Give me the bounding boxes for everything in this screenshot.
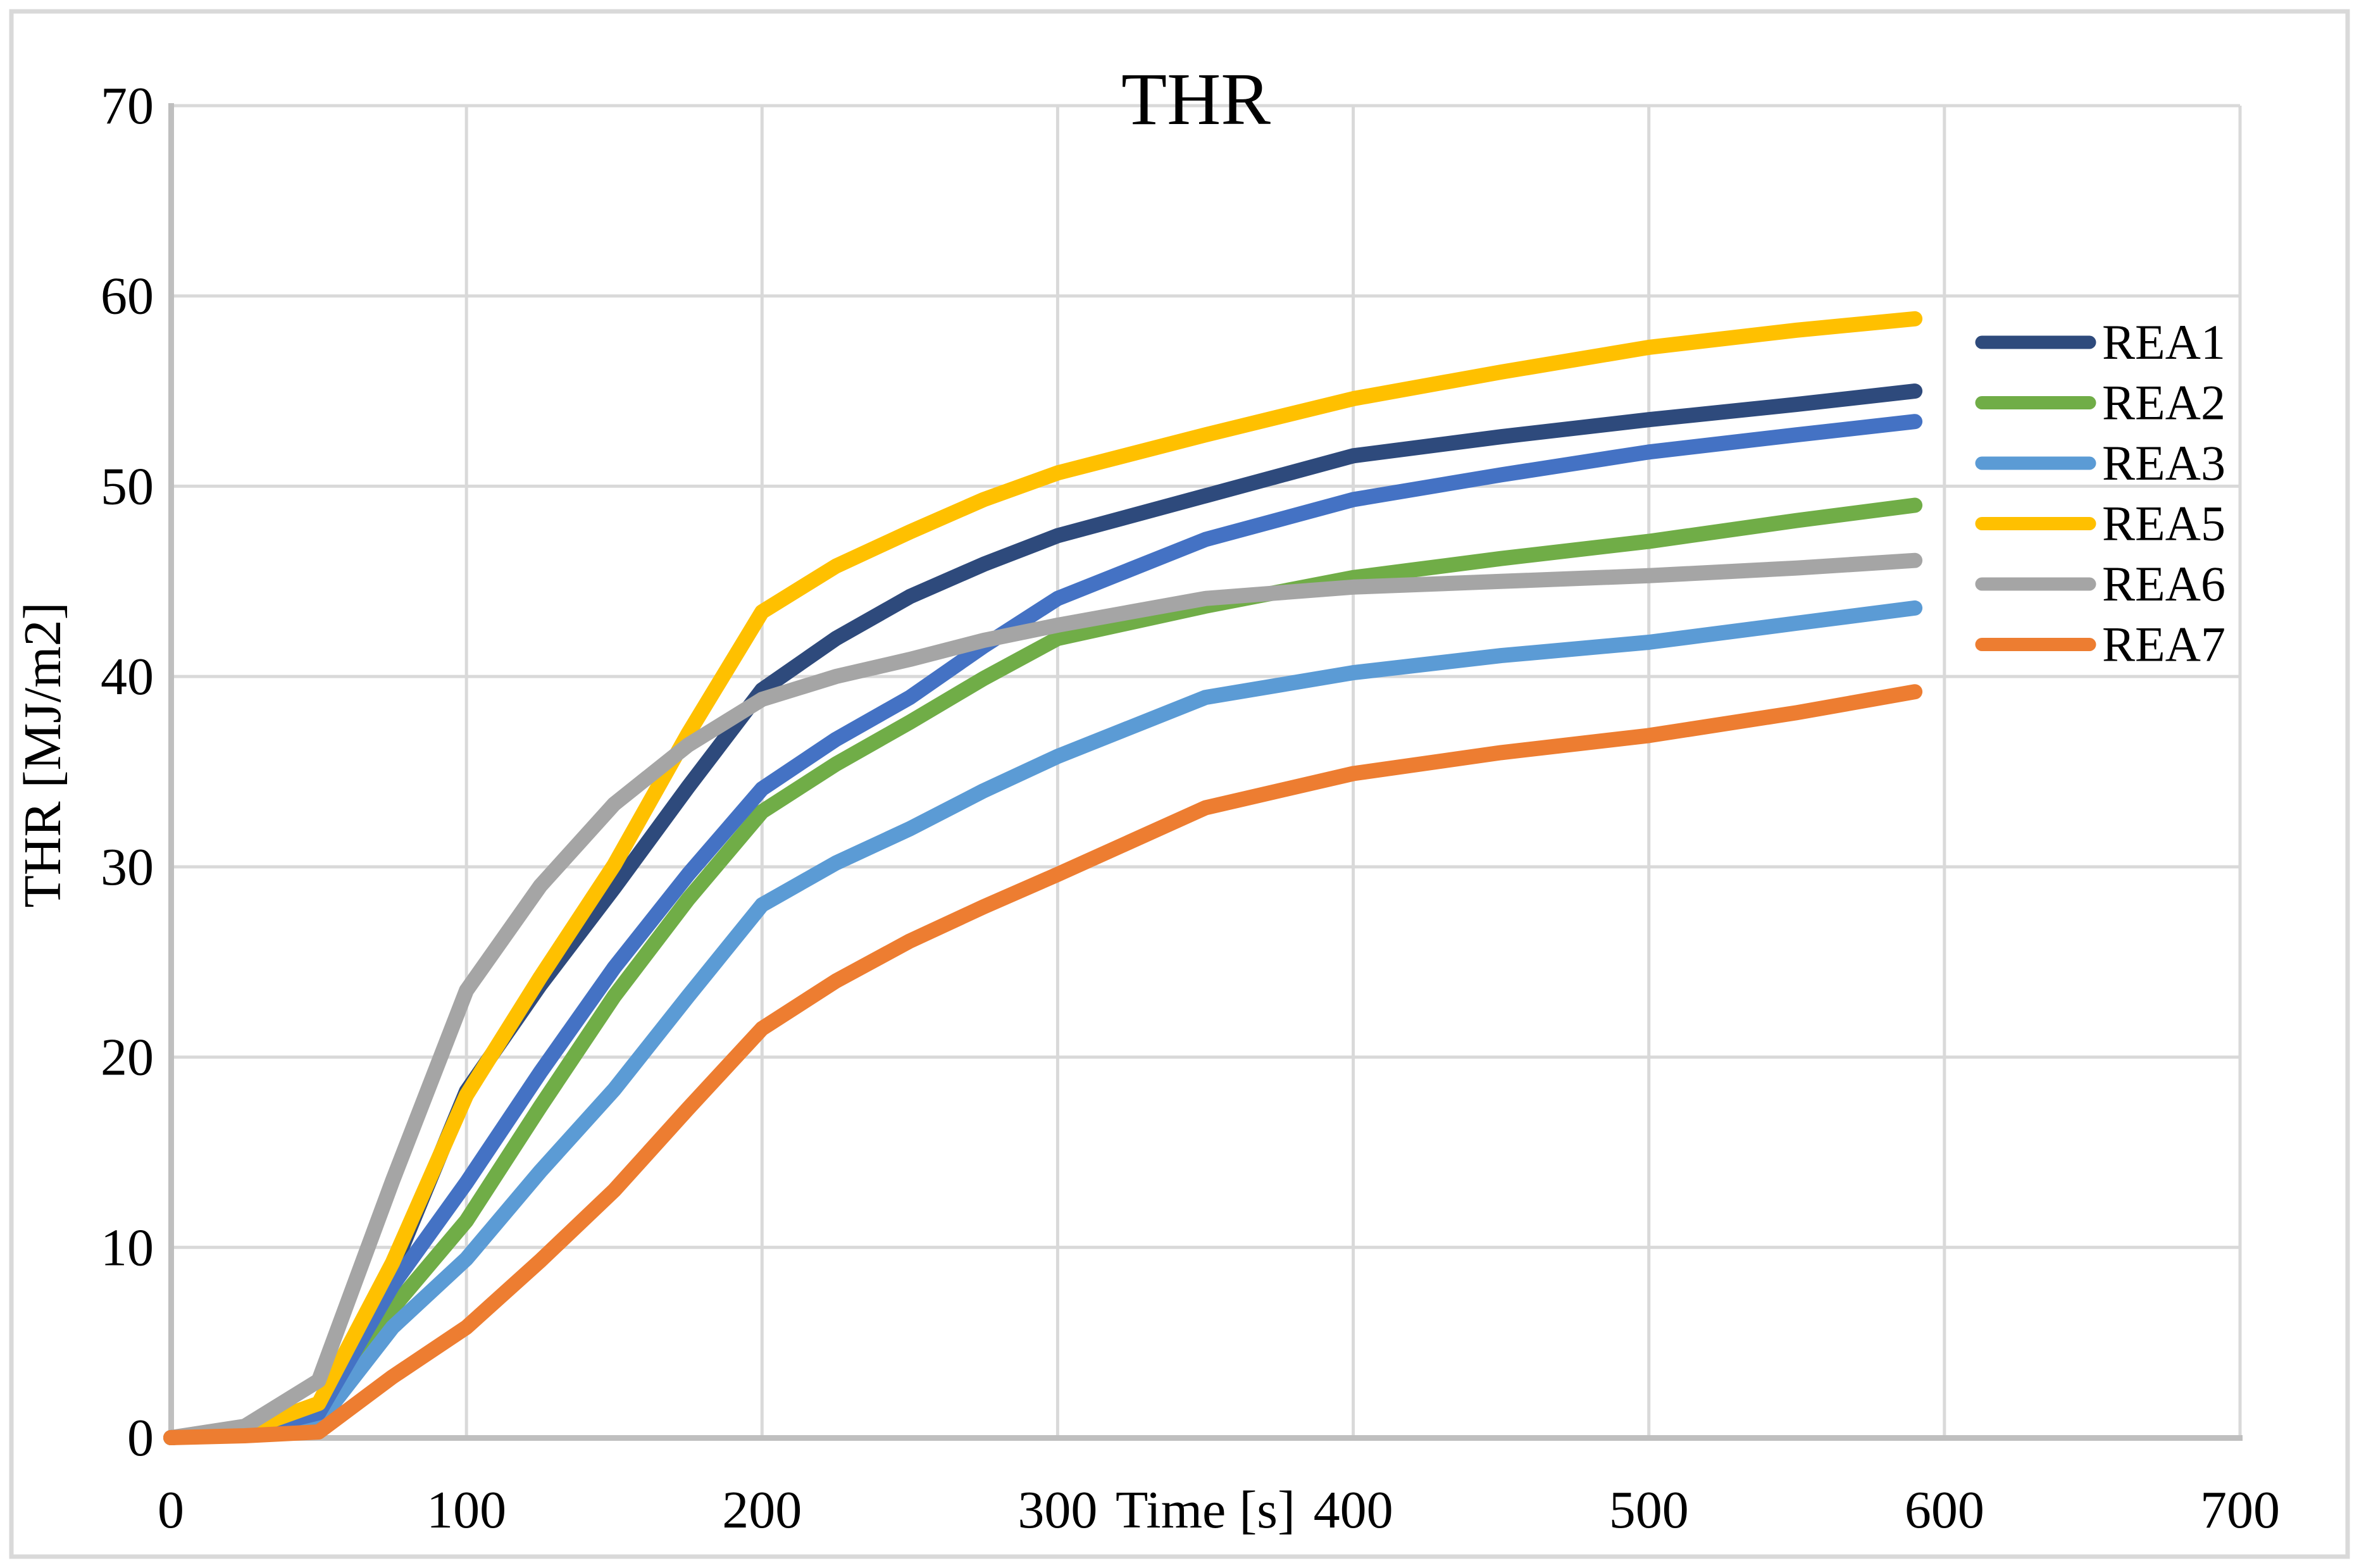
legend-label-REA6: REA6 bbox=[2102, 556, 2225, 611]
y-tick-label: 60 bbox=[101, 267, 154, 326]
y-axis-title: THR [MJ/m2] bbox=[13, 602, 72, 908]
y-tick-label: 50 bbox=[101, 457, 154, 516]
legend-entry-REA6: REA6 bbox=[1975, 556, 2225, 611]
chart-title: THR bbox=[1121, 58, 1271, 140]
y-tick-label: 70 bbox=[101, 77, 154, 135]
y-tick-label: 0 bbox=[127, 1409, 154, 1467]
x-axis-title: Time [s] bbox=[1116, 1481, 1295, 1540]
series-line-REA2 bbox=[163, 497, 1923, 1445]
y-axis-line bbox=[168, 103, 174, 1441]
legend-label-REA2: REA2 bbox=[2102, 375, 2225, 430]
x-tick-label: 700 bbox=[2200, 1481, 2280, 1540]
x-tick-label: 500 bbox=[1609, 1481, 1689, 1540]
series-line-REA7 bbox=[163, 684, 1923, 1445]
x-tick-label: 600 bbox=[1905, 1481, 1984, 1540]
legend-label-REA3: REA3 bbox=[2102, 435, 2225, 490]
x-tick-label: 0 bbox=[158, 1481, 184, 1540]
x-tick-label: 300 bbox=[1018, 1481, 1097, 1540]
y-tick-label: 30 bbox=[101, 838, 154, 897]
y-tick-label: 10 bbox=[101, 1218, 154, 1277]
x-tick-label: 200 bbox=[722, 1481, 802, 1540]
legend-label-REA5: REA5 bbox=[2102, 496, 2225, 551]
y-tick-label: 40 bbox=[101, 647, 154, 706]
legend-entry-REA7: REA7 bbox=[1975, 617, 2225, 672]
x-tick-label: 100 bbox=[426, 1481, 506, 1540]
legend-entry-REA5: REA5 bbox=[1975, 496, 2225, 551]
series-lines bbox=[163, 311, 1923, 1445]
legend-entry-REA2: REA2 bbox=[1975, 375, 2225, 430]
series-line-REA6 bbox=[163, 552, 1923, 1445]
y-tick-label: 20 bbox=[101, 1028, 154, 1087]
x-axis-tick-labels: 0 100 200 300 400 500 600 700 bbox=[158, 1481, 2280, 1540]
legend-label-REA7: REA7 bbox=[2102, 617, 2225, 672]
series-line-REA5 bbox=[163, 311, 1923, 1445]
legend-entry-REA1: REA1 bbox=[1975, 314, 2225, 370]
series-line-REA4 bbox=[163, 414, 1923, 1445]
legend-entry-REA3: REA3 bbox=[1975, 435, 2225, 490]
legend-label-REA1: REA1 bbox=[2102, 314, 2225, 370]
x-axis-line bbox=[168, 1435, 2243, 1441]
y-axis-tick-labels: 0 10 20 30 40 50 60 70 bbox=[101, 77, 154, 1467]
series-line-REA3 bbox=[163, 600, 1923, 1445]
x-tick-label: 400 bbox=[1314, 1481, 1393, 1540]
